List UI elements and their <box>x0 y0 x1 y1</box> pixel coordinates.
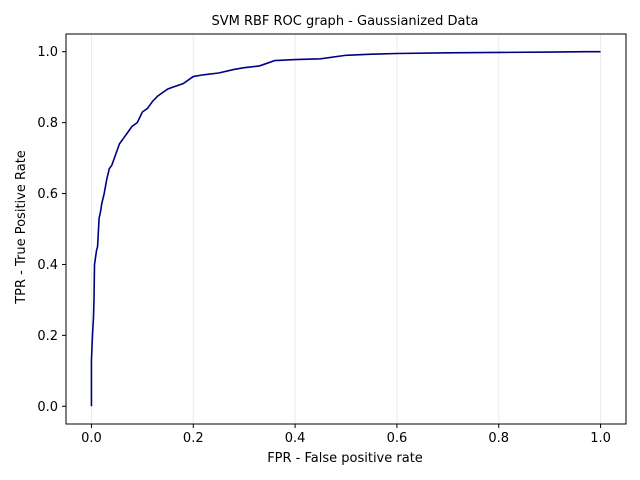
y-tick-label: 0.6 <box>37 187 58 202</box>
plot-frame <box>65 33 627 425</box>
x-axis-label: FPR - False positive rate <box>267 451 423 466</box>
x-tick-label: 0.2 <box>183 431 204 446</box>
x-axis: 0.0 0.2 0.4 0.6 0.8 1.0 <box>81 424 611 446</box>
x-tick-label: 0.0 <box>81 431 102 446</box>
y-tick-label: 0.0 <box>37 400 58 415</box>
y-axis-label: TPR - True Positive Rate <box>14 150 29 305</box>
y-tick-label: 1.0 <box>37 45 58 60</box>
x-tick-label: 0.6 <box>387 431 408 446</box>
x-tick-label: 0.8 <box>488 431 509 446</box>
x-tick-label: 1.0 <box>590 431 611 446</box>
y-tick-label: 0.8 <box>37 116 58 131</box>
chart-title: SVM RBF ROC graph - Gaussianized Data <box>211 14 478 29</box>
y-axis: 0.0 0.2 0.4 0.6 0.8 1.0 <box>37 45 66 415</box>
y-tick-label: 0.2 <box>37 329 58 344</box>
x-tick-label: 0.4 <box>285 431 306 446</box>
roc-curve <box>90 50 601 407</box>
y-tick-label: 0.4 <box>37 258 58 273</box>
